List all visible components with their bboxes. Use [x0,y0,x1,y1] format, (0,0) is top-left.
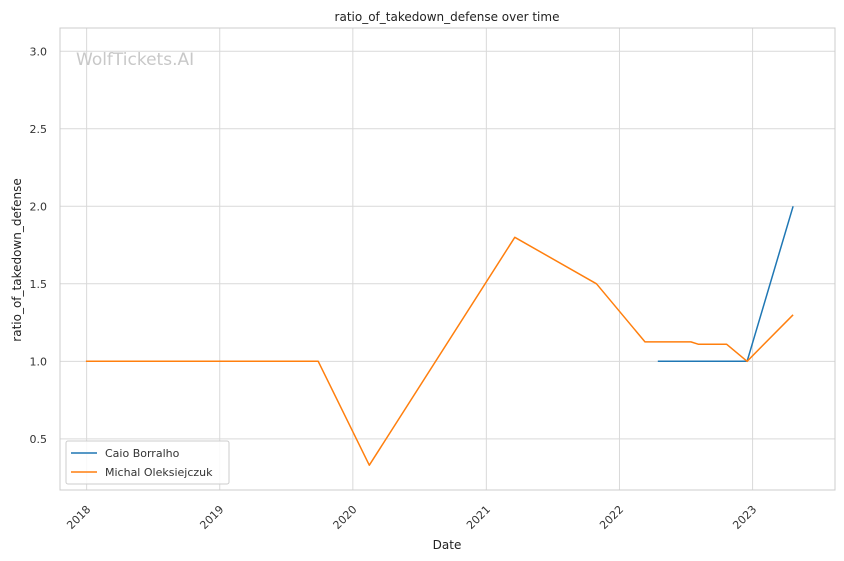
x-tick-label: 2018 [64,503,93,532]
grid [60,28,835,490]
y-tick-label: 2.5 [30,123,48,136]
x-tick-label: 2019 [197,503,226,532]
chart-title: ratio_of_takedown_defense over time [335,10,560,24]
x-tick-label: 2020 [331,503,360,532]
y-tick-label: 0.5 [30,433,48,446]
x-axis-label: Date [433,538,462,552]
x-tick-label: 2023 [730,503,759,532]
legend: Caio Borralho Michal Oleksiejczuk [65,440,230,485]
y-tick-label: 2.0 [30,200,48,213]
y-axis-label: ratio_of_takedown_defense [10,178,24,341]
watermark: WolfTickets.AI [76,50,194,70]
legend-label-caio-borralho: Caio Borralho [105,447,180,460]
x-tick-label: 2022 [597,503,626,532]
plot-area-frame [59,27,836,491]
series-line-michal-oleksiejczuk [85,236,794,466]
y-tick-label: 1.0 [30,355,48,368]
y-tick-label: 1.5 [30,278,48,291]
series-lines [85,206,794,466]
legend-box [65,440,230,485]
legend-label-michal-oleksiejczuk: Michal Oleksiejczuk [105,466,213,479]
y-tick-label: 3.0 [30,45,48,58]
x-tick-label: 2021 [464,503,493,532]
